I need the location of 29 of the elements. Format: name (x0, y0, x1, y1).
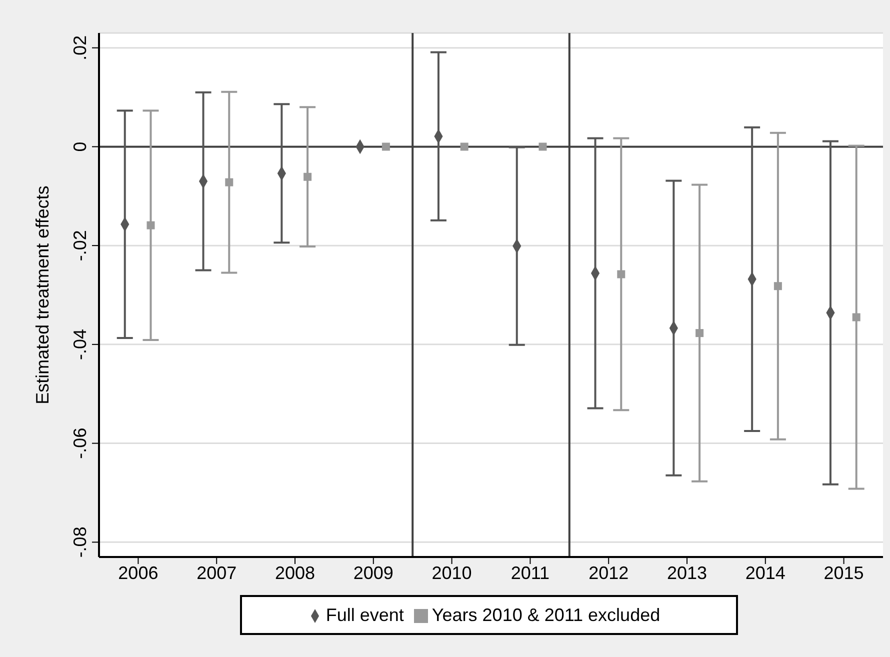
legend-label: Years 2010 & 2011 excluded (432, 604, 660, 624)
y-tick-label: -.02 (70, 230, 90, 262)
x-tick-label: 2010 (432, 562, 472, 583)
x-tick-label: 2012 (588, 562, 629, 583)
point (382, 142, 390, 151)
y-axis-title: Estimated treatment effects (32, 186, 52, 404)
point (460, 142, 468, 151)
point (146, 221, 155, 230)
y-tick-label: -.08 (70, 526, 90, 558)
y-tick-label: -.04 (70, 328, 90, 360)
y-tick-label: .02 (70, 35, 90, 60)
x-tick-label: 2008 (274, 562, 316, 583)
point (617, 270, 626, 278)
x-tick-label: 2014 (745, 562, 786, 583)
point (304, 172, 312, 181)
point (696, 329, 704, 338)
y-tick-label: -.06 (70, 428, 90, 459)
legend-label: Full event (326, 604, 404, 624)
point (852, 313, 860, 322)
point (774, 282, 782, 290)
x-tick-label: 2009 (353, 562, 394, 583)
x-tick-label: 2007 (196, 562, 237, 583)
x-tick-label: 2015 (824, 562, 864, 583)
point (538, 142, 547, 151)
x-tick-label: 2011 (510, 562, 550, 583)
y-tick-label: 0 (70, 142, 90, 152)
x-tick-label: 2006 (118, 562, 158, 583)
point (225, 178, 234, 186)
x-tick-label: 2013 (666, 562, 708, 583)
